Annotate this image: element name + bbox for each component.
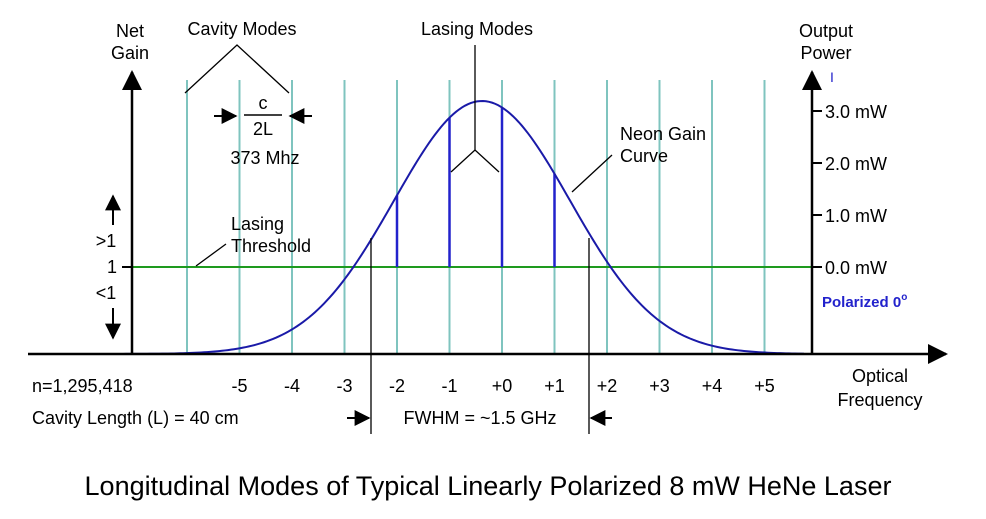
power-ticks [812,110,822,268]
mode-label: -3 [336,376,352,396]
lasing-threshold-label-2: Threshold [231,236,311,256]
n-value-label: n=1,295,418 [32,376,133,396]
power-label: 1.0 mW [825,206,887,226]
gain-1-label: 1 [107,257,117,277]
net-gain-label-2: Gain [111,43,149,63]
gain-gt1-label: >1 [96,231,117,251]
lasing-mode-lines [395,107,556,267]
lasing-threshold-label-1: Lasing [231,214,284,234]
mode-label: +5 [754,376,775,396]
neon-gain-label-1: Neon Gain [620,124,706,144]
mode-label: +3 [649,376,670,396]
output-power-label-2: Power [800,43,851,63]
cavity-modes-pointer [184,44,290,94]
output-power-label-1: Output [799,21,853,41]
mode-label: -2 [389,376,405,396]
mode-label: +1 [544,376,565,396]
mode-labels: -5 -4 -3 -2 -1 +0 +1 +2 +3 +4 +5 [231,376,774,396]
lasing-modes-fork [450,149,500,173]
caption: Longitudinal Modes of Typical Linearly P… [85,471,892,501]
mode-label: -4 [284,376,300,396]
spacing-frequency: 373 Mhz [230,148,299,168]
fwhm-label: FWHM = ~1.5 GHz [403,408,556,428]
spacing-denominator: 2L [253,119,273,139]
mode-label: -5 [231,376,247,396]
lasing-modes-label: Lasing Modes [421,19,533,39]
power-label: 2.0 mW [825,154,887,174]
polarized-text: Polarized 0 [822,294,901,311]
net-gain-label-1: Net [116,21,144,41]
optical-frequency-label-1: Optical [852,366,908,386]
mode-label: +0 [492,376,513,396]
neon-gain-label-2: Curve [620,146,668,166]
lasing-threshold-pointer [195,243,227,267]
polarized-degree: o [901,292,907,303]
spacing-numerator: c [259,93,268,113]
power-label: 3.0 mW [825,102,887,122]
mode-label: +2 [597,376,618,396]
power-unit-marker: I [830,69,834,85]
optical-frequency-label-2: Frequency [837,390,922,410]
cavity-modes-label: Cavity Modes [187,19,296,39]
neon-gain-pointer [571,154,613,193]
power-labels: 3.0 mW 2.0 mW 1.0 mW 0.0 mW [825,102,887,278]
polarized-label: Polarized 0o [822,292,907,311]
neon-gain-curve [105,100,805,355]
power-label: 0.0 mW [825,258,887,278]
gain-lt1-label: <1 [96,283,117,303]
mode-label: -1 [441,376,457,396]
mode-label: +4 [702,376,723,396]
cavity-length-label: Cavity Length (L) = 40 cm [32,408,239,428]
